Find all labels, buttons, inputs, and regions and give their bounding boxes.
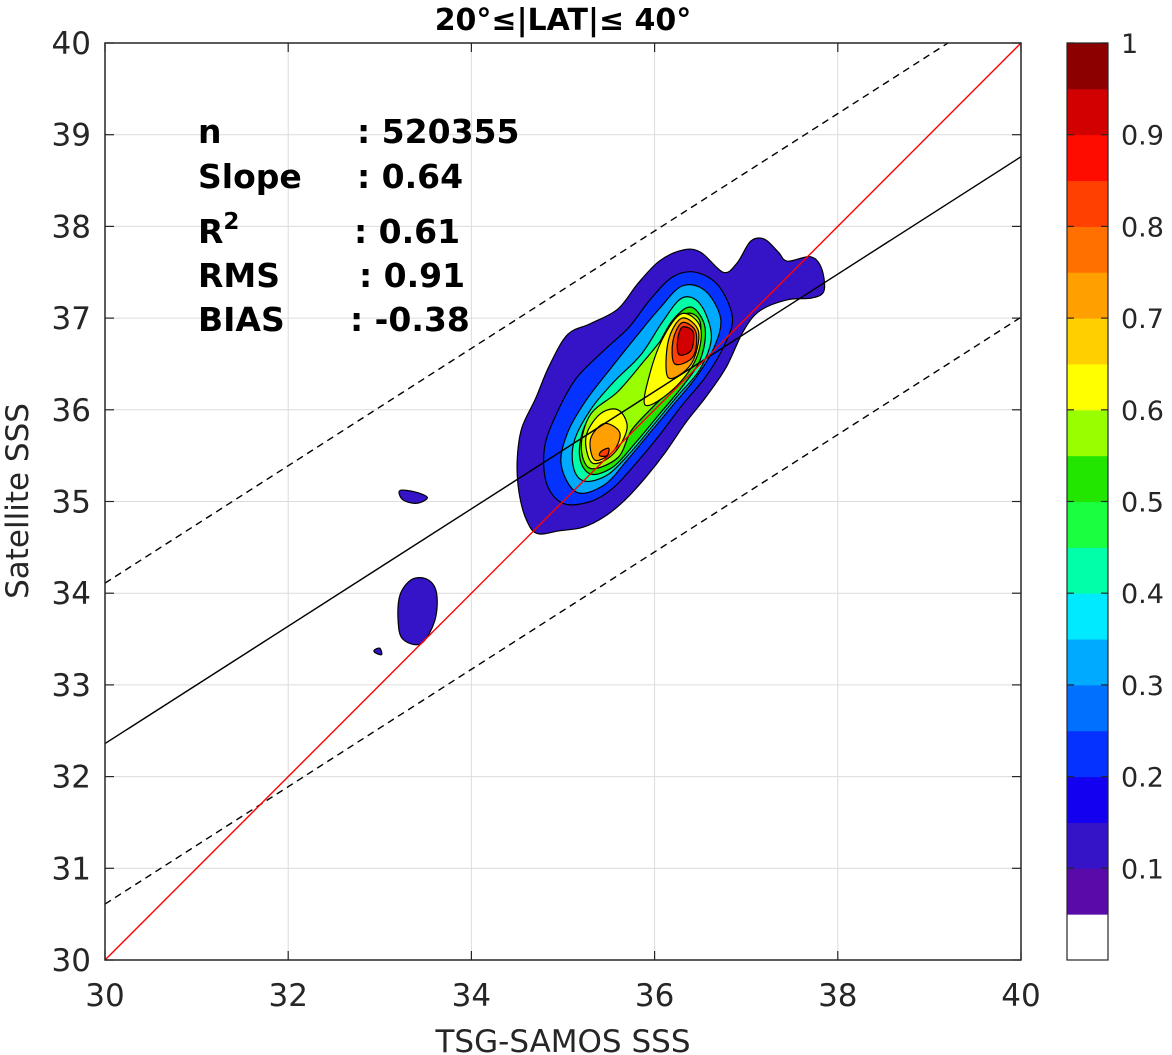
stat-bias-value: : -0.38 (350, 300, 470, 339)
y-tick-label: 38 (52, 209, 91, 245)
y-tick-label: 33 (52, 668, 91, 704)
colorbar-tick-label: 0.1 (1121, 854, 1164, 885)
colorbar-tick-label: 0.9 (1121, 121, 1164, 152)
stat-bias-label: BIAS (198, 300, 285, 339)
y-tick-label: 39 (52, 118, 91, 154)
x-tick-label: 38 (818, 978, 857, 1014)
y-tick-label: 37 (52, 301, 91, 337)
y-tick-label: 32 (52, 760, 91, 796)
stat-slope-value: : 0.64 (357, 157, 463, 196)
y-tick-label: 30 (52, 943, 91, 979)
colorbar-swatch (1067, 914, 1108, 961)
x-tick-label: 30 (85, 978, 124, 1014)
contour-level (398, 489, 429, 504)
stat-rms-value: : 0.91 (359, 256, 465, 295)
colorbar-swatch (1067, 822, 1108, 869)
colorbar-swatch (1067, 409, 1108, 457)
x-axis-label: TSG-SAMOS SSS (435, 1024, 691, 1055)
contour-level (676, 326, 695, 356)
x-tick-label: 34 (452, 978, 491, 1014)
stats-box: n : 520355 Slope : 0.64 R2 : 0.61 RMS : … (198, 112, 519, 339)
x-tick-label: 36 (635, 978, 674, 1014)
colorbar-swatch (1067, 593, 1108, 640)
colorbar-tick-label: 0.3 (1121, 671, 1164, 702)
stat-slope-label: Slope (198, 157, 302, 196)
contour-level (373, 647, 383, 656)
colorbar-tick-label: 0.4 (1121, 579, 1164, 610)
stat-rms-label: RMS (198, 256, 280, 295)
colorbar-tick-label: 1 (1121, 29, 1138, 60)
colorbar-swatch (1067, 134, 1108, 182)
colorbar-swatch (1067, 730, 1108, 778)
y-axis-label: Satellite SSS (0, 403, 36, 599)
x-tick-label: 40 (1001, 978, 1040, 1014)
colorbar-tick-label: 0.6 (1121, 396, 1164, 427)
contour-level (598, 447, 610, 457)
colorbar-tick-label: 0.8 (1121, 212, 1164, 243)
colorbar-swatch (1067, 272, 1108, 319)
axis-ticks: 30 32 34 36 38 40 30 31 32 33 34 35 36 37 38 39 40 (52, 26, 1041, 1014)
colorbar-tick-label: 0.2 (1121, 763, 1164, 794)
colorbar-swatch (1067, 639, 1108, 686)
colorbar-swatch (1067, 43, 1108, 90)
stat-r2-sup: 2 (223, 209, 239, 235)
colorbar-swatch (1067, 684, 1108, 732)
y-tick-label: 34 (52, 576, 91, 612)
stat-r2-label: R2 (198, 209, 239, 251)
colorbar-swatch (1067, 501, 1108, 548)
colorbar-swatch (1067, 88, 1108, 136)
stat-n-value: : 520355 (357, 112, 519, 151)
y-tick-label: 35 (52, 485, 91, 521)
x-tick-label: 32 (268, 978, 307, 1014)
colorbar-swatch (1067, 547, 1108, 594)
stat-n-label: n (198, 112, 222, 151)
stat-r2-value: : 0.61 (354, 212, 460, 251)
colorbar-swatch (1067, 363, 1108, 411)
colorbar-tick-label: 0.5 (1121, 488, 1164, 519)
upper-bound-line (105, 43, 950, 584)
colorbar-swatch (1067, 868, 1108, 915)
colorbar-swatch (1067, 318, 1108, 365)
y-tick-label: 40 (52, 26, 91, 62)
regression-line (105, 156, 1021, 745)
colorbar-tick-label: 0.7 (1121, 304, 1164, 335)
colorbar-swatch (1067, 455, 1108, 502)
reference-lines (105, 43, 1021, 960)
stat-r2-base: R (198, 212, 223, 251)
colorbar-swatch (1067, 180, 1108, 227)
density-contours (373, 237, 826, 656)
y-tick-label: 36 (52, 393, 91, 429)
colorbar: 0.1 0.2 0.3 0.4 0.5 0.6 0.7 0.8 0.9 1 (1066, 29, 1164, 961)
y-tick-label: 31 (52, 851, 91, 887)
chart-title: 20°≤|LAT|≤ 40° (435, 3, 692, 38)
colorbar-swatch (1067, 776, 1108, 823)
one-to-one-line (105, 43, 1021, 960)
colorbar-swatch (1067, 226, 1108, 273)
